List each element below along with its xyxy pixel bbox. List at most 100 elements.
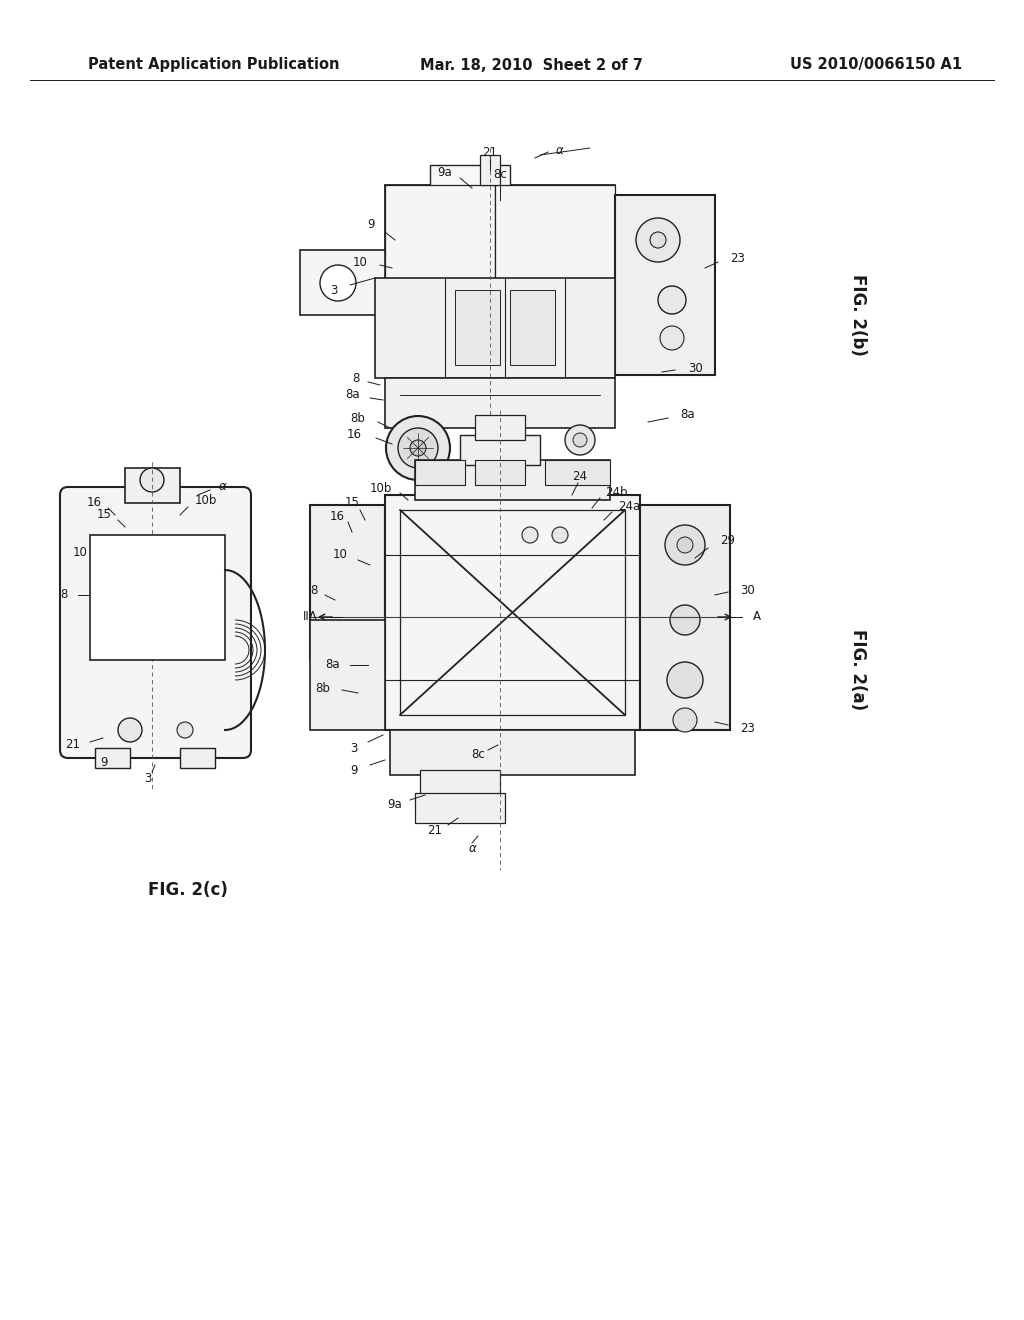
- Circle shape: [677, 537, 693, 553]
- Bar: [385, 185, 495, 280]
- Circle shape: [650, 232, 666, 248]
- Circle shape: [177, 722, 193, 738]
- Text: 10: 10: [353, 256, 368, 268]
- Text: 8a: 8a: [326, 659, 340, 672]
- Text: 29: 29: [720, 533, 735, 546]
- Bar: [475, 414, 525, 440]
- Bar: [510, 290, 555, 366]
- Text: 30: 30: [688, 362, 702, 375]
- Circle shape: [522, 527, 538, 543]
- Bar: [495, 185, 615, 280]
- Text: 9: 9: [368, 219, 375, 231]
- Text: 10b: 10b: [195, 494, 217, 507]
- Circle shape: [386, 416, 450, 480]
- Bar: [385, 495, 640, 730]
- Bar: [415, 793, 505, 822]
- Text: 16: 16: [87, 496, 102, 510]
- FancyBboxPatch shape: [323, 635, 355, 685]
- Text: 16: 16: [330, 511, 345, 524]
- Circle shape: [565, 425, 595, 455]
- Bar: [180, 748, 215, 768]
- Text: 8a: 8a: [345, 388, 360, 401]
- Text: 15: 15: [97, 508, 112, 521]
- Circle shape: [667, 663, 703, 698]
- Text: Patent Application Publication: Patent Application Publication: [88, 58, 340, 73]
- Text: 23: 23: [730, 252, 744, 264]
- Circle shape: [658, 286, 686, 314]
- Circle shape: [398, 428, 438, 469]
- Bar: [640, 506, 730, 730]
- Text: 10b: 10b: [370, 482, 392, 495]
- Text: 9a: 9a: [437, 165, 453, 178]
- Circle shape: [310, 543, 386, 618]
- Bar: [545, 459, 610, 484]
- Bar: [125, 469, 180, 503]
- Text: A: A: [753, 610, 761, 623]
- Text: 24b: 24b: [605, 486, 628, 499]
- Bar: [90, 535, 225, 660]
- Text: 21: 21: [427, 824, 442, 837]
- Text: 3: 3: [144, 771, 152, 784]
- Bar: [460, 436, 540, 465]
- Text: 24a: 24a: [618, 500, 640, 513]
- Circle shape: [573, 433, 587, 447]
- Circle shape: [673, 708, 697, 733]
- Text: 16: 16: [347, 429, 362, 441]
- Text: 8: 8: [60, 589, 68, 602]
- Bar: [455, 290, 500, 366]
- Text: FIG. 2(b): FIG. 2(b): [849, 275, 867, 356]
- Bar: [390, 730, 635, 775]
- Circle shape: [338, 570, 358, 590]
- Bar: [385, 378, 615, 428]
- Text: IIA: IIA: [303, 610, 318, 623]
- Text: 8b: 8b: [315, 681, 330, 694]
- Text: 9: 9: [100, 755, 108, 768]
- Text: 8c: 8c: [471, 748, 485, 762]
- Text: 3: 3: [350, 742, 358, 755]
- Text: US 2010/0066150 A1: US 2010/0066150 A1: [790, 58, 963, 73]
- Bar: [475, 459, 525, 484]
- Text: $\alpha$: $\alpha$: [555, 144, 564, 157]
- Bar: [480, 154, 500, 185]
- Bar: [400, 510, 625, 715]
- Text: 3: 3: [331, 284, 338, 297]
- Text: 30: 30: [740, 583, 755, 597]
- Circle shape: [118, 718, 142, 742]
- Text: 24: 24: [572, 470, 588, 483]
- Circle shape: [665, 525, 705, 565]
- Text: 9: 9: [350, 763, 358, 776]
- Text: 8c: 8c: [494, 169, 507, 181]
- Circle shape: [670, 605, 700, 635]
- Bar: [375, 279, 615, 378]
- Bar: [310, 506, 385, 660]
- Bar: [430, 165, 510, 190]
- Circle shape: [660, 326, 684, 350]
- Text: 8: 8: [352, 371, 360, 384]
- Text: $\alpha$: $\alpha$: [218, 480, 227, 494]
- Bar: [95, 748, 130, 768]
- Text: 21: 21: [65, 738, 80, 751]
- Text: Mar. 18, 2010  Sheet 2 of 7: Mar. 18, 2010 Sheet 2 of 7: [420, 58, 643, 73]
- Text: FIG. 2(c): FIG. 2(c): [148, 880, 228, 899]
- Text: 10: 10: [73, 545, 88, 558]
- Bar: [415, 459, 465, 484]
- Text: 21: 21: [482, 145, 498, 158]
- Text: FIG. 2(a): FIG. 2(a): [849, 630, 867, 710]
- Bar: [615, 195, 715, 375]
- Text: 8b: 8b: [350, 412, 365, 425]
- Circle shape: [636, 218, 680, 261]
- Circle shape: [552, 527, 568, 543]
- Circle shape: [410, 440, 426, 455]
- Text: 23: 23: [740, 722, 755, 734]
- Bar: [420, 770, 500, 795]
- Text: $\alpha$: $\alpha$: [468, 842, 477, 854]
- Text: 8a: 8a: [680, 408, 694, 421]
- Circle shape: [140, 469, 164, 492]
- Circle shape: [319, 265, 356, 301]
- Bar: [310, 620, 385, 730]
- Text: 9a: 9a: [388, 799, 402, 812]
- Text: 10: 10: [333, 549, 348, 561]
- FancyBboxPatch shape: [60, 487, 251, 758]
- Circle shape: [323, 554, 373, 605]
- Bar: [415, 459, 610, 500]
